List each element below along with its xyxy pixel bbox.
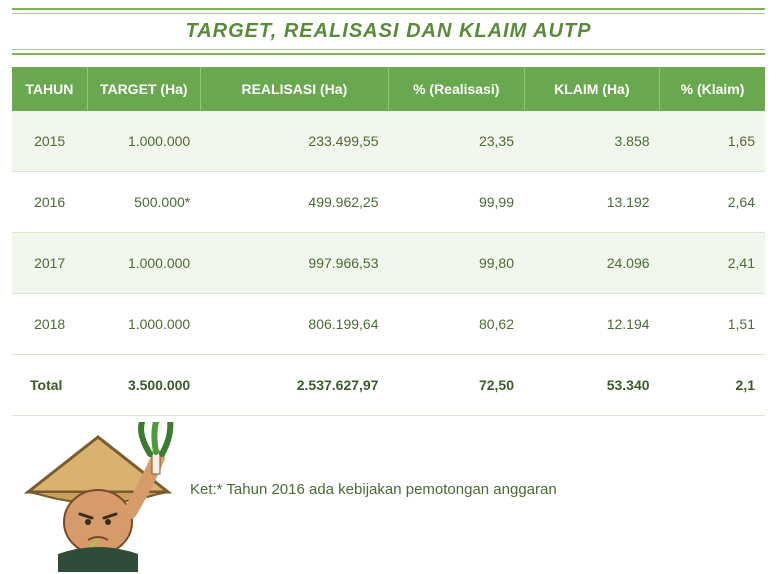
cell-preal: 99,80	[388, 233, 524, 294]
cell-pklaim: 2,64	[660, 172, 765, 233]
col-header-tahun: TAHUN	[12, 67, 87, 111]
cell-tahun: 2015	[12, 111, 87, 172]
cell-pklaim: 1,65	[660, 111, 765, 172]
col-header-preal: % (Realisasi)	[388, 67, 524, 111]
cell-target: 1.000.000	[87, 294, 200, 355]
table-row: 2017 1.000.000 997.966,53 99,80 24.096 2…	[12, 233, 765, 294]
cell-total-realisasi: 2.537.627,97	[200, 355, 388, 416]
cell-pklaim: 2,41	[660, 233, 765, 294]
cell-realisasi: 499.962,25	[200, 172, 388, 233]
table-row: 2016 500.000* 499.962,25 99,99 13.192 2,…	[12, 172, 765, 233]
cell-total-pklaim: 2,1	[660, 355, 765, 416]
autp-table: TAHUN TARGET (Ha) REALISASI (Ha) % (Real…	[12, 67, 765, 416]
cell-realisasi: 233.499,55	[200, 111, 388, 172]
table-row: 2015 1.000.000 233.499,55 23,35 3.858 1,…	[12, 111, 765, 172]
cell-klaim: 3.858	[524, 111, 660, 172]
cell-total-preal: 72,50	[388, 355, 524, 416]
cell-realisasi: 997.966,53	[200, 233, 388, 294]
cell-klaim: 12.194	[524, 294, 660, 355]
col-header-realisasi: REALISASI (Ha)	[200, 67, 388, 111]
page-title: TARGET, REALISASI DAN KLAIM AUTP	[12, 8, 765, 55]
table-row-total: Total 3.500.000 2.537.627,97 72,50 53.34…	[12, 355, 765, 416]
footnote: Ket:* Tahun 2016 ada kebijakan pemotonga…	[190, 481, 557, 498]
cell-preal: 99,99	[388, 172, 524, 233]
cell-preal: 23,35	[388, 111, 524, 172]
cell-target: 500.000*	[87, 172, 200, 233]
cell-total-target: 3.500.000	[87, 355, 200, 416]
cell-tahun: 2016	[12, 172, 87, 233]
cell-total-label: Total	[12, 355, 87, 416]
farmer-illustration-icon	[8, 422, 188, 572]
table-row: 2018 1.000.000 806.199,64 80,62 12.194 1…	[12, 294, 765, 355]
cell-tahun: 2018	[12, 294, 87, 355]
cell-tahun: 2017	[12, 233, 87, 294]
cell-total-klaim: 53.340	[524, 355, 660, 416]
col-header-klaim: KLAIM (Ha)	[524, 67, 660, 111]
cell-target: 1.000.000	[87, 233, 200, 294]
cell-pklaim: 1,51	[660, 294, 765, 355]
table-header-row: TAHUN TARGET (Ha) REALISASI (Ha) % (Real…	[12, 67, 765, 111]
cell-preal: 80,62	[388, 294, 524, 355]
cell-realisasi: 806.199,64	[200, 294, 388, 355]
cell-klaim: 13.192	[524, 172, 660, 233]
cell-target: 1.000.000	[87, 111, 200, 172]
col-header-pklaim: % (Klaim)	[660, 67, 765, 111]
col-header-target: TARGET (Ha)	[87, 67, 200, 111]
cell-klaim: 24.096	[524, 233, 660, 294]
